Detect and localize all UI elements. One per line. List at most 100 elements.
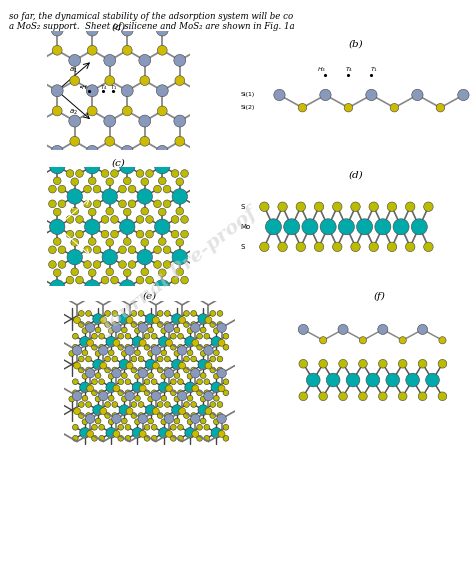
Circle shape [71, 178, 79, 185]
Circle shape [131, 321, 137, 327]
Circle shape [151, 346, 161, 355]
Circle shape [78, 401, 84, 408]
Circle shape [164, 321, 170, 327]
Circle shape [213, 350, 219, 356]
Circle shape [128, 261, 136, 268]
Text: a MoS₂ support.  Sheet of silicene and MoS₂ are shown in Fig. 1a: a MoS₂ support. Sheet of silicene and Mo… [9, 22, 295, 31]
Circle shape [158, 269, 166, 277]
Circle shape [105, 76, 115, 86]
Circle shape [339, 392, 347, 401]
Circle shape [213, 373, 219, 379]
Circle shape [176, 239, 183, 246]
Circle shape [177, 391, 187, 401]
Circle shape [299, 392, 308, 401]
Circle shape [172, 359, 182, 370]
Circle shape [191, 323, 200, 332]
Circle shape [201, 418, 206, 424]
Circle shape [118, 424, 124, 430]
Circle shape [100, 408, 107, 414]
Circle shape [164, 414, 174, 424]
Circle shape [69, 350, 74, 356]
Circle shape [138, 414, 147, 424]
Circle shape [58, 246, 66, 253]
Circle shape [157, 106, 167, 116]
Circle shape [177, 346, 187, 355]
Circle shape [191, 401, 197, 408]
Circle shape [191, 356, 197, 362]
Circle shape [119, 359, 129, 370]
Circle shape [83, 261, 91, 268]
Text: S: S [241, 244, 245, 250]
Circle shape [201, 350, 206, 356]
Circle shape [217, 413, 223, 418]
Circle shape [171, 276, 179, 284]
Circle shape [217, 369, 226, 378]
Circle shape [187, 419, 193, 425]
Circle shape [197, 435, 202, 441]
Circle shape [106, 208, 114, 215]
Circle shape [138, 401, 144, 408]
Circle shape [51, 145, 63, 157]
Circle shape [91, 333, 97, 339]
Circle shape [86, 401, 91, 408]
Circle shape [78, 367, 84, 373]
Circle shape [122, 45, 132, 55]
Circle shape [49, 185, 56, 193]
Circle shape [78, 311, 84, 316]
Circle shape [119, 280, 135, 295]
Circle shape [412, 90, 423, 100]
Circle shape [110, 215, 118, 223]
Circle shape [76, 230, 83, 238]
Circle shape [83, 185, 91, 193]
Circle shape [339, 359, 347, 368]
Circle shape [171, 215, 179, 223]
Circle shape [161, 395, 167, 401]
Circle shape [399, 337, 406, 344]
Circle shape [80, 336, 90, 347]
Circle shape [105, 367, 110, 373]
Circle shape [154, 261, 161, 268]
Circle shape [73, 391, 82, 401]
Circle shape [95, 396, 101, 402]
Circle shape [121, 418, 127, 424]
Circle shape [424, 242, 433, 252]
Circle shape [157, 413, 163, 418]
Circle shape [155, 219, 170, 235]
Circle shape [204, 391, 213, 401]
Circle shape [86, 85, 98, 97]
Circle shape [174, 373, 180, 378]
Circle shape [418, 324, 428, 335]
Circle shape [164, 323, 174, 332]
Circle shape [106, 178, 114, 185]
Circle shape [172, 405, 182, 415]
Circle shape [161, 328, 167, 333]
Circle shape [405, 242, 415, 252]
Circle shape [157, 321, 163, 327]
Circle shape [100, 317, 107, 324]
Circle shape [73, 344, 78, 350]
Circle shape [192, 385, 199, 392]
Circle shape [171, 344, 176, 350]
Circle shape [73, 390, 78, 396]
Text: Si(1): Si(1) [240, 92, 255, 98]
Circle shape [197, 390, 202, 396]
Circle shape [171, 379, 176, 384]
Circle shape [131, 311, 137, 316]
Circle shape [106, 382, 117, 392]
Circle shape [198, 405, 209, 415]
Circle shape [197, 379, 202, 384]
Circle shape [99, 333, 105, 339]
Text: so far, the dynamical stability of the adsorption system will be co: so far, the dynamical stability of the a… [9, 12, 294, 22]
Circle shape [333, 242, 342, 252]
Circle shape [131, 401, 137, 408]
Title: (b): (b) [348, 39, 363, 48]
Circle shape [91, 344, 97, 350]
Circle shape [136, 170, 144, 177]
Circle shape [86, 321, 91, 327]
Circle shape [49, 219, 65, 235]
Circle shape [217, 311, 223, 316]
Circle shape [118, 435, 124, 441]
Circle shape [146, 170, 154, 177]
Circle shape [181, 230, 188, 238]
Circle shape [146, 314, 156, 324]
